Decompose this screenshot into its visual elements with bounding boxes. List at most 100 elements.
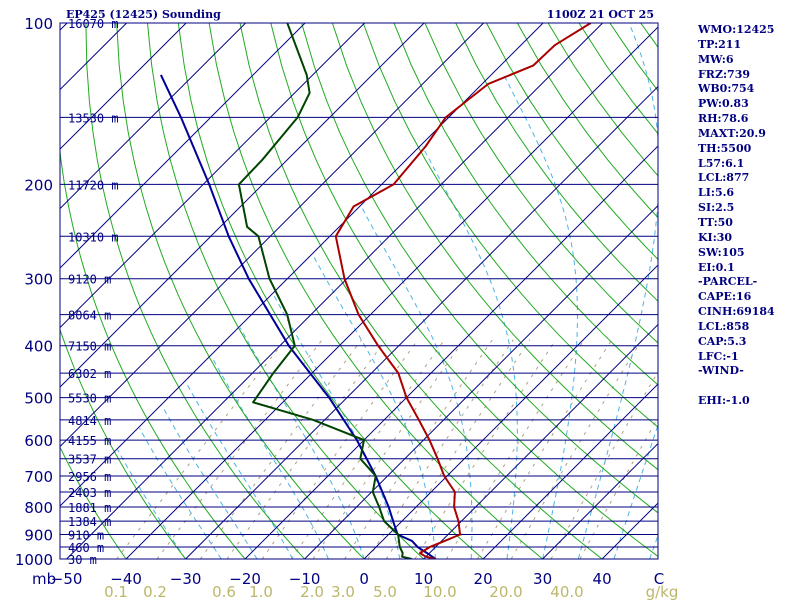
parcel-path-line	[159, 74, 437, 559]
isotherm	[60, 23, 306, 269]
moist-adiabat	[186, 382, 294, 559]
index-value: 78.6	[721, 112, 749, 126]
index-row: PW:0.83	[698, 97, 749, 111]
pressure-tick-label: 400	[24, 338, 53, 356]
index-label: TT	[698, 215, 714, 229]
index-row: LFC:-1	[698, 349, 739, 363]
index-label: TH	[698, 141, 717, 155]
isotherm	[60, 23, 365, 329]
mixing-ratio-label: 40.0	[550, 583, 583, 600]
moist-adiabat	[211, 356, 329, 559]
height-label: 3537 m	[68, 453, 111, 467]
dry-adiabat	[85, 23, 305, 559]
height-label: 8064 m	[68, 309, 111, 323]
chart-timestamp: 1100Z 21 OCT 25	[547, 8, 654, 21]
index-value: 739	[727, 67, 751, 81]
height-label: 910 m	[68, 528, 104, 542]
dry-adiabat	[270, 23, 658, 557]
isotherm	[542, 442, 658, 559]
height-label: 1384 m	[68, 515, 111, 529]
mixing-ratio-label: 5.0	[373, 583, 397, 600]
index-value: -WIND-	[698, 364, 744, 378]
index-label: LCL	[698, 319, 723, 333]
isotherm	[244, 145, 658, 559]
temperature-tick-label: 40	[593, 570, 612, 588]
height-label: 16070 m	[68, 17, 119, 31]
height-label: 4814 m	[68, 414, 111, 428]
mixing-ratio-axis: 0.1 0.2 0.6 1.0 2.0 3.0 5.0 10.0 20.0 40.0 g/kg	[104, 583, 678, 600]
index-row: LI:5.6	[698, 186, 735, 200]
index-value: 877	[726, 171, 750, 185]
index-row: EI:0.1	[698, 260, 735, 274]
index-row: LCL:858	[698, 319, 750, 333]
height-label: 4155 m	[68, 434, 111, 448]
index-row: CINH:69184	[698, 305, 775, 319]
index-value: 20.9	[739, 126, 766, 140]
index-value: 0.1	[715, 260, 735, 274]
height-label: 13530 m	[68, 111, 119, 125]
index-value: 12425	[736, 23, 775, 36]
temperature-tick-label: −30	[170, 570, 202, 588]
isobars	[60, 23, 658, 559]
mixing-ratio-label: 0.2	[143, 583, 167, 600]
height-label: 460 m	[68, 541, 104, 555]
index-value: 5.6	[714, 186, 735, 200]
height-label: 7150 m	[68, 340, 111, 354]
index-row: TP:211	[698, 37, 742, 51]
index-row: MW:6	[698, 52, 734, 66]
index-value: -1	[726, 349, 739, 363]
height-label: 1881 m	[68, 501, 111, 515]
height-label: 6302 m	[68, 367, 111, 381]
height-label: 2403 m	[68, 486, 111, 500]
index-label: KI	[698, 230, 713, 244]
temperature-axis: −50 −40 −30 −20 −10 0 10 20 30 40 C	[51, 570, 664, 588]
moist-adiabat	[312, 253, 436, 559]
index-value: 5500	[720, 141, 752, 155]
index-value: 754	[731, 82, 755, 96]
index-value: 6	[725, 52, 734, 66]
dewpoint-line	[237, 23, 412, 559]
index-row: L57:6.1	[698, 156, 745, 170]
temperature-unit-label: C	[654, 570, 664, 588]
index-label: EHI	[698, 394, 722, 408]
isotherm	[125, 26, 658, 559]
index-label: LI	[698, 186, 711, 200]
index-label: CINH	[698, 305, 733, 319]
pressure-tick-label: 500	[24, 390, 53, 408]
index-value: 50	[717, 215, 733, 229]
index-value: 0.83	[721, 97, 749, 111]
isotherm	[60, 23, 187, 150]
height-label: 9120 m	[68, 273, 111, 287]
index-row: KI:30	[698, 230, 733, 244]
mixing-ratio-line	[312, 339, 465, 559]
index-label: L57	[698, 156, 722, 170]
temperature-tick-label: −10	[289, 570, 321, 588]
index-value: 2.5	[715, 201, 735, 215]
temperature-tick-label: −40	[110, 570, 142, 588]
pressure-tick-label: 1000	[15, 551, 53, 569]
index-label: TP	[698, 37, 715, 51]
height-label: 2956 m	[68, 470, 111, 484]
index-row: LCL:877	[698, 171, 750, 185]
height-label: 10310 m	[68, 230, 119, 244]
dry-adiabats	[60, 23, 658, 559]
index-row: CAP:5.3	[698, 334, 747, 348]
index-value: -1.0	[726, 394, 750, 408]
index-row: WMO:12425	[698, 23, 775, 36]
index-label: LFC	[698, 349, 723, 363]
index-label: WMO	[698, 23, 733, 36]
pressure-tick-label: 100	[24, 15, 53, 33]
index-value: 30	[716, 230, 733, 244]
index-label: SI	[698, 201, 712, 215]
index-value: 5.3	[727, 334, 747, 348]
index-row: MAXT:20.9	[698, 126, 766, 140]
height-label: 30 m	[68, 553, 97, 567]
pressure-unit-label: mb	[32, 570, 56, 588]
index-value: -PARCEL-	[698, 275, 758, 289]
isotherm	[60, 23, 484, 448]
temperature-tick-label: 30	[533, 570, 552, 588]
index-label: CAP	[698, 334, 724, 348]
chart-title: EP425 (12425) Sounding	[66, 8, 221, 21]
index-row: EHI:-1.0	[698, 394, 750, 408]
index-label: FRZ	[698, 67, 723, 81]
